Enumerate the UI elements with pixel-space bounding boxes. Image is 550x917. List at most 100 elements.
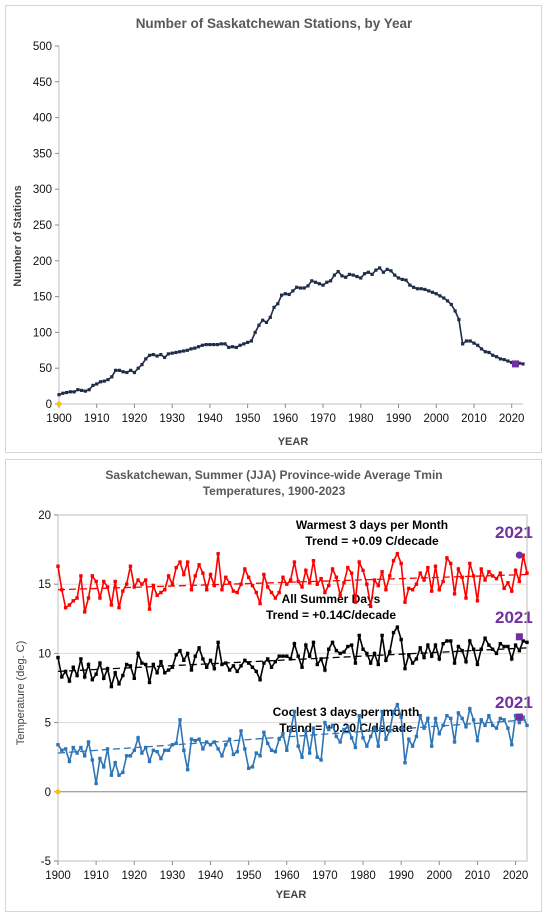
temperature-series-2-point-2014 bbox=[490, 723, 495, 728]
temperature-series-0-point-1951 bbox=[250, 583, 255, 588]
temperature-series-0-point-1923 bbox=[143, 578, 148, 582]
temperature-series-2-point-1988 bbox=[391, 709, 396, 714]
temperature-series-2-point-1917 bbox=[121, 770, 125, 775]
temperature-series-0-point-1952 bbox=[254, 590, 258, 595]
stations-series-0-point-1996 bbox=[419, 287, 423, 291]
temperature-series-1-point-2012 bbox=[483, 636, 487, 640]
temperature-series-1-point-1921 bbox=[136, 651, 140, 656]
temperature-series-0-point-1971 bbox=[327, 583, 331, 588]
temperature-series-0-point-2018 bbox=[506, 581, 510, 585]
temperature-series-0-point-1901 bbox=[60, 588, 64, 592]
temperature-series-2-point-1942 bbox=[216, 747, 220, 751]
stations-series-0-point-1976 bbox=[344, 275, 348, 279]
stations-series-0-point-1933 bbox=[181, 349, 186, 353]
temperature-series-1-point-1945 bbox=[227, 668, 232, 672]
temperature-series-2-point-1916 bbox=[117, 773, 121, 777]
stations-series-0-point-1918 bbox=[125, 370, 129, 375]
temperature-series-2-point-1985 bbox=[380, 709, 384, 714]
temperature-series-1-point-1922 bbox=[140, 661, 144, 665]
stations-chart-panel: Number of Saskatchewan Stations, by Year… bbox=[5, 5, 542, 453]
temperature-series-2-point-2007 bbox=[464, 725, 468, 729]
stations-series-0-point-1959 bbox=[279, 293, 284, 297]
stations-series-0-point-1919 bbox=[129, 368, 133, 372]
temperature-series-2-point-1913 bbox=[105, 747, 110, 751]
temperature-series-2-point-1994 bbox=[414, 734, 419, 739]
stations-series-0-point-2006 bbox=[457, 317, 461, 322]
temperature-series-0-point-2000 bbox=[437, 588, 442, 592]
temperature-series-2-point-1956 bbox=[269, 748, 274, 752]
temperature-series-1-point-1950 bbox=[246, 661, 251, 665]
temperature-series-1-point-1981 bbox=[365, 651, 369, 656]
temperature-series-1-point-1992 bbox=[407, 653, 411, 657]
temperature-series-2-point-1996 bbox=[422, 726, 426, 730]
temperature-series-0-point-1950 bbox=[246, 575, 251, 579]
temperature-series-1-point-1938 bbox=[201, 657, 205, 661]
temperature-series-1-point-1911 bbox=[98, 661, 102, 665]
temperature-series-0-point-1999 bbox=[433, 564, 438, 568]
temperature-series-1-point-1918 bbox=[124, 662, 129, 667]
stations-x-tick-label-0: 1900 bbox=[46, 413, 72, 425]
temperature-series-2-point-2010 bbox=[475, 738, 480, 743]
stations-x-tick-label-7: 1970 bbox=[310, 413, 336, 425]
temperature-series-2-point-1970 bbox=[323, 720, 327, 725]
stations-series-0-point-1953 bbox=[257, 323, 261, 327]
temperature-series-1-point-1979 bbox=[357, 633, 361, 638]
stations-series-0-point-1945 bbox=[227, 345, 231, 350]
stations-series-0-point-1931 bbox=[174, 350, 178, 355]
temperature-series-2-point-1954 bbox=[262, 730, 266, 734]
temperature-series-0-point-1992 bbox=[407, 586, 411, 591]
temperature-y-tick-label-3: 10 bbox=[38, 648, 51, 660]
stations-series-0-point-2020 bbox=[510, 360, 514, 365]
temperature-series-2-point-1977 bbox=[349, 736, 354, 740]
temperature-series-2-point-1908 bbox=[86, 740, 91, 744]
temperature-series-2-point-1914 bbox=[109, 773, 114, 777]
temperature-series-0-point-1919 bbox=[128, 564, 133, 568]
stations-series-0-point-2007 bbox=[461, 342, 465, 346]
temperature-series-2-point-2013 bbox=[487, 713, 491, 718]
stations-series-0-point-1929 bbox=[166, 352, 170, 356]
temperature-series-1-point-1984 bbox=[376, 662, 380, 667]
temperature-series-0-point-1900 bbox=[56, 564, 60, 568]
temperature-series-2-point-1976 bbox=[346, 725, 350, 729]
temperature-series-0-point-2023 bbox=[525, 571, 529, 575]
temperature-series-1-point-1986 bbox=[384, 658, 388, 663]
temperature-series-0-point-1964 bbox=[300, 585, 304, 589]
temperature-series-2-point-1953 bbox=[258, 754, 262, 758]
warmest-annotation-line2: Trend = +0.09 C/decade bbox=[305, 534, 439, 548]
temperature-series-0-point-1943 bbox=[220, 588, 224, 592]
stations-series-0-point-1905 bbox=[76, 388, 80, 392]
temperature-series-2-point-1998 bbox=[429, 744, 434, 748]
temperature-series-line-1 bbox=[57, 625, 528, 687]
stations-series-0-point-1900 bbox=[57, 393, 61, 397]
temperature-series-0-point-1981 bbox=[365, 582, 369, 586]
temperature-series-0-point-1940 bbox=[208, 572, 213, 577]
temperature-series-0-point-1902 bbox=[63, 606, 68, 610]
temperature-x-tick-label-1: 1910 bbox=[83, 870, 109, 882]
stations-series-0-point-1912 bbox=[102, 379, 106, 383]
temperature-series-1-point-1948 bbox=[239, 664, 243, 668]
temperature-series-1-point-1953 bbox=[258, 677, 262, 682]
stations-series-0-point-1999 bbox=[430, 290, 435, 294]
stations-series-0-point-1903 bbox=[68, 390, 72, 394]
temperature-highlight-point-0 bbox=[515, 551, 523, 559]
temperature-x-axis-label: YEAR bbox=[276, 889, 307, 901]
temperature-series-2-point-1951 bbox=[250, 765, 255, 769]
temperature-series-0-point-1990 bbox=[399, 561, 403, 566]
stations-series-0-point-1926 bbox=[155, 354, 159, 358]
temperature-series-2-point-2005 bbox=[456, 711, 461, 715]
stations-series-0-point-1940 bbox=[208, 342, 212, 347]
temperature-series-line-0 bbox=[57, 551, 528, 613]
stations-y-tick-label-0: 0 bbox=[46, 399, 52, 411]
year-label-all-days: 2021 bbox=[495, 608, 533, 627]
stations-series-0-point-2015 bbox=[491, 353, 495, 357]
stations-series-0-point-1979 bbox=[355, 274, 359, 279]
temperature-series-2-point-1900 bbox=[56, 743, 60, 747]
temperature-series-1-point-1999 bbox=[433, 643, 438, 647]
temperature-series-0-point-1945 bbox=[227, 581, 232, 585]
temperature-series-1-point-2008 bbox=[468, 639, 472, 643]
stations-series-0-point-1984 bbox=[374, 268, 378, 272]
temperature-series-2-point-2011 bbox=[479, 718, 483, 722]
temperature-series-0-point-1912 bbox=[102, 579, 106, 584]
stations-series-line-0 bbox=[58, 266, 524, 396]
stations-x-tick-label-4: 1940 bbox=[197, 413, 223, 425]
